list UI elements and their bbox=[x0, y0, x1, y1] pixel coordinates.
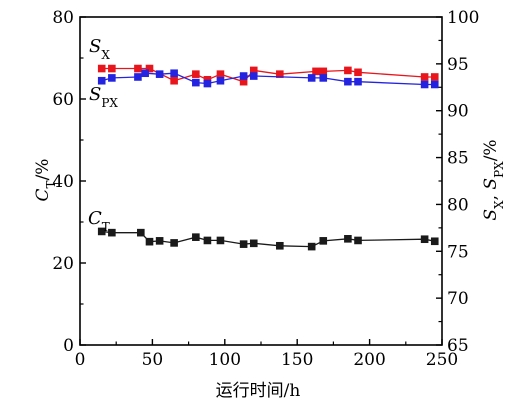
data-point-ct bbox=[276, 241, 284, 250]
data-point-sx bbox=[354, 68, 362, 77]
data-point-sx bbox=[192, 70, 200, 78]
series-label-spx: SPX bbox=[89, 84, 118, 110]
series-line-spx bbox=[101, 72, 435, 86]
data-point-sx bbox=[249, 66, 258, 75]
x-tick-label: 100 bbox=[209, 350, 241, 370]
left-tick-label: 0 bbox=[63, 336, 74, 356]
data-point-spx bbox=[134, 73, 142, 81]
data-point-spx bbox=[307, 74, 316, 82]
right-tick-label: 90 bbox=[447, 102, 469, 122]
data-point-ct bbox=[108, 228, 116, 237]
left-tick-label: 80 bbox=[52, 8, 74, 28]
left-tick-label: 60 bbox=[52, 90, 74, 110]
data-point-sx bbox=[420, 73, 429, 81]
data-point-spx bbox=[203, 79, 212, 88]
data-point-spx bbox=[97, 76, 106, 85]
x-tick-label: 0 bbox=[75, 350, 86, 370]
data-point-spx bbox=[344, 77, 352, 86]
series-label-sx: SX bbox=[89, 36, 110, 62]
data-point-sx bbox=[108, 64, 116, 73]
data-point-spx bbox=[430, 80, 439, 89]
x-axis-title: 运行时间/h bbox=[216, 381, 301, 401]
right-axis-title: SX, SPX/% bbox=[481, 139, 506, 220]
data-point-spx bbox=[108, 74, 116, 82]
data-point-sx bbox=[97, 64, 106, 73]
data-point-ct bbox=[239, 240, 248, 248]
right-tick-label: 85 bbox=[447, 149, 469, 169]
data-point-ct bbox=[216, 236, 225, 245]
data-point-ct bbox=[155, 237, 164, 245]
data-point-ct bbox=[137, 228, 145, 237]
data-point-sx bbox=[319, 67, 328, 76]
right-tick-label: 95 bbox=[447, 55, 469, 75]
data-point-spx bbox=[170, 69, 178, 78]
data-point-sx bbox=[430, 73, 439, 81]
data-point-spx bbox=[141, 69, 149, 78]
x-tick-label: 150 bbox=[281, 350, 313, 370]
x-tick-label: 50 bbox=[142, 350, 164, 370]
left-tick-label: 20 bbox=[52, 254, 74, 274]
data-point-ct bbox=[354, 236, 362, 245]
x-tick-label: 250 bbox=[426, 350, 458, 370]
data-point-spx bbox=[319, 74, 328, 82]
data-point-spx bbox=[354, 77, 362, 86]
data-point-ct bbox=[97, 227, 106, 236]
data-point-sx bbox=[276, 70, 284, 78]
plot-area: 0 50 100 150 200 250 0 20 40 60 80 65 70 75 80 85 90 95 10… bbox=[52, 8, 479, 370]
data-point-ct bbox=[203, 236, 212, 245]
data-point-sx bbox=[134, 64, 142, 73]
right-tick-label: 70 bbox=[447, 289, 469, 309]
data-point-sx bbox=[344, 66, 352, 75]
data-point-ct bbox=[170, 239, 178, 247]
data-point-sx bbox=[312, 67, 320, 76]
right-tick-label: 80 bbox=[447, 195, 469, 215]
data-point-ct bbox=[192, 233, 200, 241]
data-point-spx bbox=[249, 72, 258, 80]
data-point-sx bbox=[145, 64, 154, 73]
data-point-ct bbox=[344, 235, 352, 243]
data-point-sx bbox=[216, 70, 225, 78]
right-tick-label: 75 bbox=[447, 242, 469, 262]
right-tick-label: 65 bbox=[447, 336, 469, 356]
data-point-spx bbox=[192, 78, 200, 87]
left-tick-label: 40 bbox=[52, 172, 74, 192]
data-point-spx bbox=[239, 72, 248, 80]
data-point-ct bbox=[420, 235, 429, 244]
data-point-ct bbox=[249, 239, 258, 248]
data-point-spx bbox=[155, 70, 164, 78]
left-axis-title: CT/% bbox=[33, 159, 58, 202]
data-point-ct bbox=[430, 237, 439, 246]
data-point-ct bbox=[319, 237, 328, 245]
data-point-ct bbox=[307, 242, 316, 251]
right-tick-label: 100 bbox=[447, 8, 479, 28]
data-point-sx bbox=[170, 76, 178, 85]
data-point-spx bbox=[216, 76, 225, 85]
data-point-ct bbox=[145, 237, 154, 246]
x-tick-label: 200 bbox=[353, 350, 385, 370]
data-point-spx bbox=[420, 80, 429, 89]
data-point-sx bbox=[239, 77, 248, 86]
